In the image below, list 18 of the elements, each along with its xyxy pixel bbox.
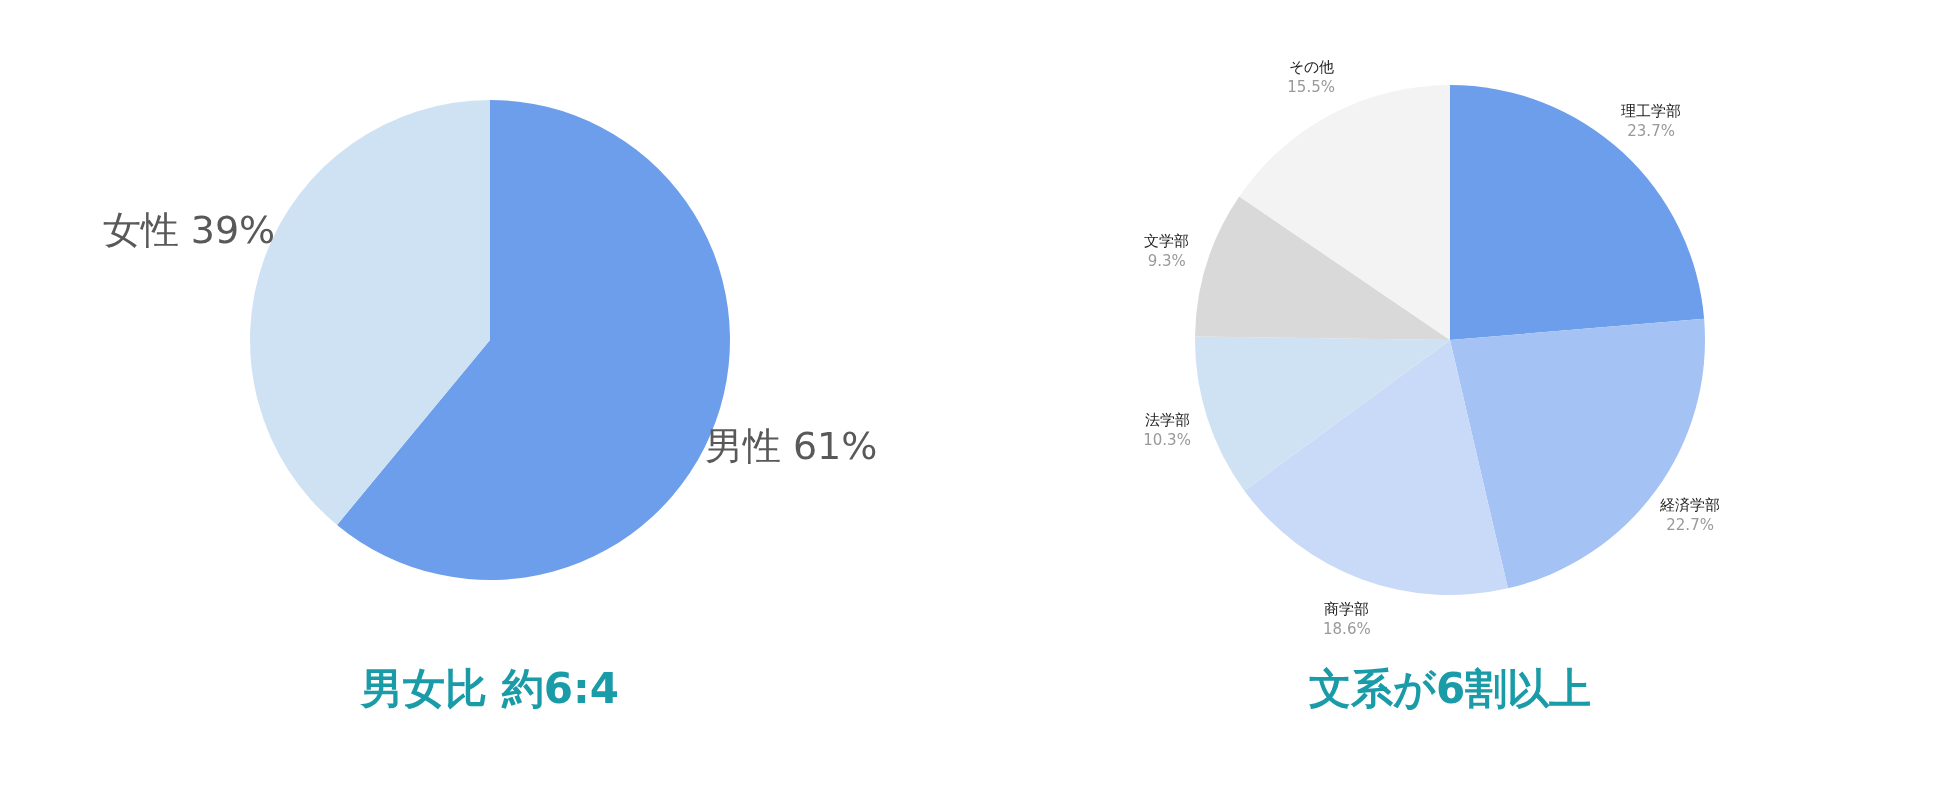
data-label: 10.3% (1143, 431, 1191, 450)
data-label: 18.6% (1323, 619, 1371, 638)
data-label: 22.7% (1666, 515, 1714, 534)
data-label: 15.5% (1287, 78, 1335, 97)
slice-label: 理工学部 (1621, 102, 1682, 121)
slice-label: 文学部 (1144, 231, 1190, 250)
text: 男女比 約6:4 (359, 664, 619, 713)
slice-label: 女性 39% (102, 207, 276, 252)
data-label: 9.3% (1147, 251, 1186, 270)
slice-label: 法学部 (1144, 411, 1190, 430)
pie-slice (1450, 85, 1705, 340)
slice-label: 経済学部 (1659, 495, 1721, 514)
slice-label: 商学部 (1324, 599, 1370, 618)
data-label: 23.7% (1627, 122, 1675, 141)
slice-label: その他 (1288, 58, 1334, 77)
pie-slice (1195, 196, 1450, 340)
text: 文系が6割以上 (1308, 664, 1592, 713)
slice-label: 男性 61% (704, 424, 878, 469)
